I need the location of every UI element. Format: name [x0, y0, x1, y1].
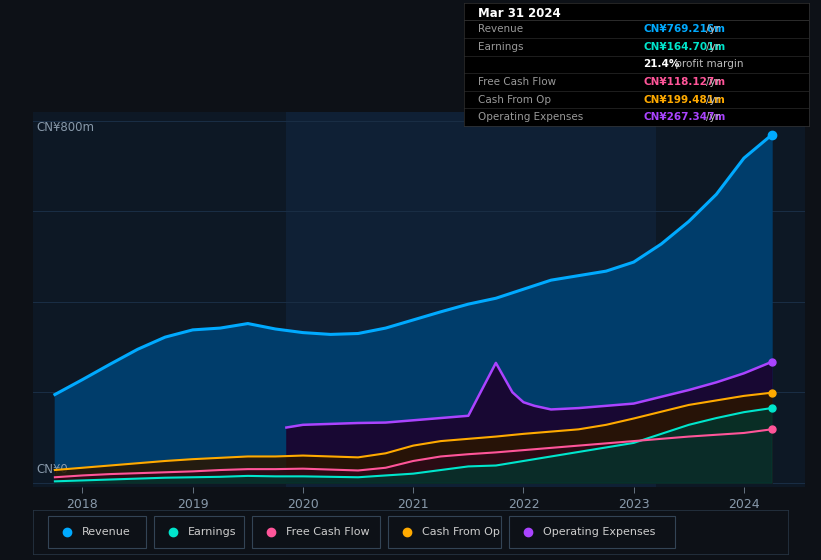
Text: Operating Expenses: Operating Expenses — [543, 527, 655, 537]
Text: Free Cash Flow: Free Cash Flow — [286, 527, 369, 537]
Text: Free Cash Flow: Free Cash Flow — [478, 77, 556, 87]
Text: CN¥800m: CN¥800m — [37, 122, 94, 134]
Text: /yr: /yr — [706, 112, 720, 122]
Bar — [388, 516, 501, 548]
Text: Cash From Op: Cash From Op — [478, 95, 551, 105]
Bar — [252, 516, 380, 548]
Text: Cash From Op: Cash From Op — [422, 527, 500, 537]
Text: CN¥118.127m: CN¥118.127m — [643, 77, 725, 87]
Text: Mar 31 2024: Mar 31 2024 — [478, 7, 561, 20]
Text: Operating Expenses: Operating Expenses — [478, 112, 583, 122]
Text: CN¥267.347m: CN¥267.347m — [643, 112, 726, 122]
Text: profit margin: profit margin — [672, 59, 743, 69]
Bar — [154, 516, 245, 548]
Text: /yr: /yr — [706, 42, 720, 52]
Bar — [48, 516, 146, 548]
Text: Earnings: Earnings — [478, 42, 523, 52]
Bar — [509, 516, 675, 548]
Text: Revenue: Revenue — [478, 24, 523, 34]
Text: Earnings: Earnings — [188, 527, 236, 537]
Text: CN¥769.216m: CN¥769.216m — [643, 24, 725, 34]
Text: CN¥0: CN¥0 — [37, 463, 68, 476]
Text: Revenue: Revenue — [82, 527, 131, 537]
Text: /yr: /yr — [706, 77, 720, 87]
Text: /yr: /yr — [706, 95, 720, 105]
Text: CN¥199.481m: CN¥199.481m — [643, 95, 725, 105]
Bar — [287, 112, 656, 487]
Text: CN¥164.701m: CN¥164.701m — [643, 42, 726, 52]
Text: 21.4%: 21.4% — [643, 59, 680, 69]
Text: /yr: /yr — [706, 24, 720, 34]
